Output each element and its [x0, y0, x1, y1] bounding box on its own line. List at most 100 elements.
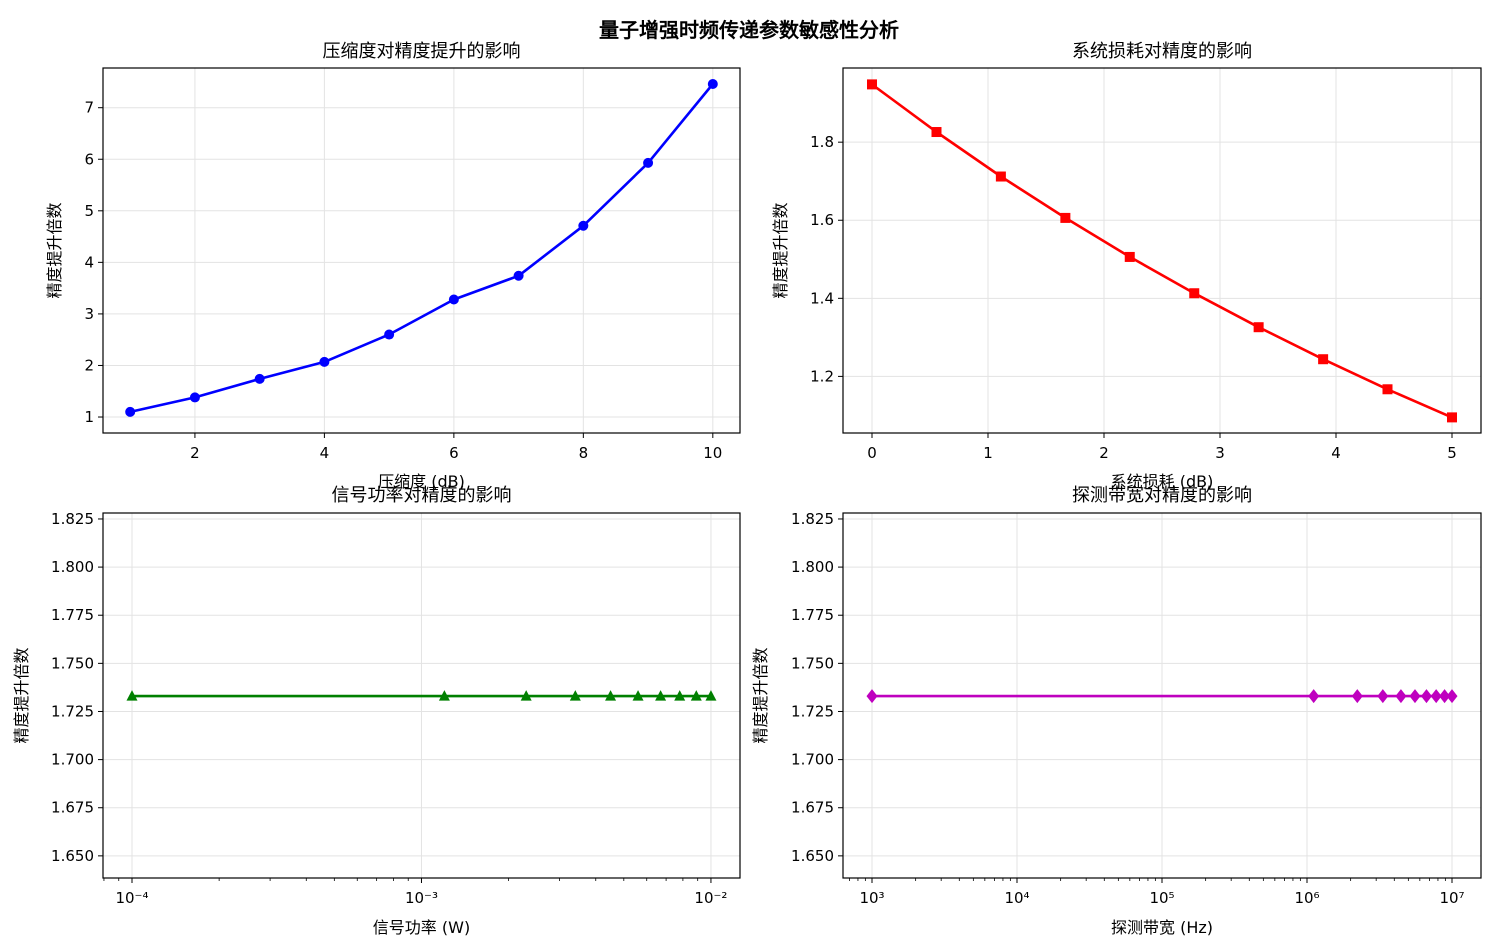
data-point-9 — [643, 157, 654, 168]
series-line — [129, 83, 714, 414]
data-point-7 — [513, 270, 524, 281]
data-point-1 — [867, 79, 877, 90]
y-tick-label: 1.800 — [791, 558, 834, 576]
subplot-3: 10⁻⁴ 10⁻³ 10⁻² 1.650 1.675 1.700 1.725 1.750 1.7… — [12, 485, 741, 937]
data-point-8 — [1318, 354, 1329, 365]
y-tick-label: 6 — [84, 150, 94, 168]
y-axis-label: 精度提升倍数 — [751, 647, 770, 743]
y-tick-label: 1.725 — [791, 702, 834, 720]
y-tick-label: 1.700 — [791, 751, 834, 769]
data-point-2 — [1308, 689, 1320, 704]
data-point-9 — [1382, 384, 1393, 395]
data-point-6 — [632, 690, 644, 701]
x-axis-label: 压缩度 (dB) — [378, 472, 465, 491]
y-tick-label: 1.8 — [810, 133, 834, 151]
data-point-3 — [520, 690, 532, 701]
data-point-5 — [384, 329, 395, 340]
x-tick-label: 10⁻² — [694, 889, 727, 907]
x-tick-label: 3 — [1215, 444, 1225, 462]
data-point-9 — [690, 690, 702, 701]
data-point-7 — [1420, 689, 1432, 704]
y-tick-label: 5 — [84, 202, 94, 220]
data-point-1 — [866, 689, 878, 704]
y-axis-label: 精度提升倍数 — [45, 202, 64, 298]
subplot-title: 系统损耗对精度的影响 — [1072, 41, 1252, 62]
data-point-4 — [1060, 212, 1071, 223]
y-tick-label: 7 — [84, 99, 94, 117]
data-point-8 — [674, 690, 686, 701]
y-tick-label: 1.4 — [810, 289, 834, 307]
data-point-5 — [1395, 689, 1407, 704]
data-point-4 — [319, 356, 330, 367]
data-point-6 — [448, 294, 459, 305]
data-point-6 — [1189, 288, 1200, 299]
y-tick-label: 1.800 — [51, 558, 94, 576]
y-tick-label: 1.750 — [791, 654, 834, 672]
data-point-4 — [1377, 689, 1389, 704]
x-tick-label: 10⁻⁴ — [115, 889, 148, 907]
plot-frame — [842, 67, 1482, 434]
data-point-8 — [578, 220, 589, 231]
y-tick-label: 4 — [84, 253, 94, 271]
y-axis-label: 精度提升倍数 — [771, 202, 790, 298]
x-tick-label: 4 — [1331, 444, 1341, 462]
x-tick-label: 10⁵ — [1149, 889, 1174, 907]
data-point-1 — [126, 690, 138, 701]
data-point-8 — [1430, 689, 1442, 704]
y-tick-label: 1.6 — [810, 211, 834, 229]
data-point-2 — [189, 392, 200, 403]
x-tick-label: 2 — [190, 444, 200, 462]
data-point-10 — [707, 78, 718, 89]
data-point-2 — [438, 690, 450, 701]
y-tick-label: 1 — [84, 408, 94, 426]
y-tick-label: 2 — [84, 356, 94, 374]
x-tick-label: 0 — [867, 444, 877, 462]
data-point-3 — [995, 171, 1006, 182]
x-tick-label: 10⁻³ — [405, 889, 438, 907]
y-tick-label: 1.650 — [51, 847, 94, 865]
y-tick-label: 1.775 — [51, 606, 94, 624]
y-tick-label: 1.725 — [51, 702, 94, 720]
x-tick-label: 1 — [983, 444, 993, 462]
y-tick-label: 1.675 — [791, 799, 834, 817]
plot-frame — [102, 67, 741, 434]
x-tick-label: 10⁶ — [1294, 889, 1319, 907]
y-tick-label: 1.650 — [791, 847, 834, 865]
x-tick-label: 8 — [579, 444, 589, 462]
y-tick-label: 1.750 — [51, 654, 94, 672]
data-point-6 — [1409, 689, 1421, 704]
x-tick-label: 5 — [1447, 444, 1457, 462]
data-point-7 — [655, 690, 667, 701]
data-point-3 — [1351, 689, 1363, 704]
x-axis-label: 探测带宽 (Hz) — [1111, 918, 1213, 937]
x-tick-label: 2 — [1099, 444, 1109, 462]
data-point-2 — [931, 127, 942, 138]
x-tick-label: 10 — [703, 444, 722, 462]
x-tick-label: 6 — [449, 444, 459, 462]
data-point-5 — [605, 690, 617, 701]
x-axis-label: 系统损耗 (dB) — [1111, 472, 1214, 491]
data-point-9 — [1439, 689, 1451, 704]
y-tick-label: 3 — [84, 305, 94, 323]
data-point-10 — [1446, 689, 1458, 704]
y-tick-label: 1.675 — [51, 799, 94, 817]
subplot-title: 信号功率对精度的影响 — [332, 485, 512, 506]
x-tick-label: 10⁷ — [1439, 889, 1464, 907]
y-axis-label: 精度提升倍数 — [12, 647, 31, 743]
figure-suptitle: 量子增强时频传递参数敏感性分析 — [599, 18, 899, 42]
data-point-5 — [1124, 251, 1135, 262]
data-point-1 — [125, 406, 136, 417]
y-tick-label: 1.775 — [791, 606, 834, 624]
y-tick-label: 1.700 — [51, 751, 94, 769]
y-tick-label: 1.825 — [791, 510, 834, 528]
y-tick-label: 1.825 — [51, 510, 94, 528]
data-point-3 — [254, 373, 265, 384]
y-tick-label: 1.2 — [810, 367, 834, 385]
data-point-7 — [1253, 322, 1264, 333]
data-point-10 — [705, 690, 717, 701]
x-axis-label: 信号功率 (W) — [373, 918, 470, 937]
data-point-4 — [569, 690, 581, 701]
x-tick-label: 10⁴ — [1004, 889, 1029, 907]
